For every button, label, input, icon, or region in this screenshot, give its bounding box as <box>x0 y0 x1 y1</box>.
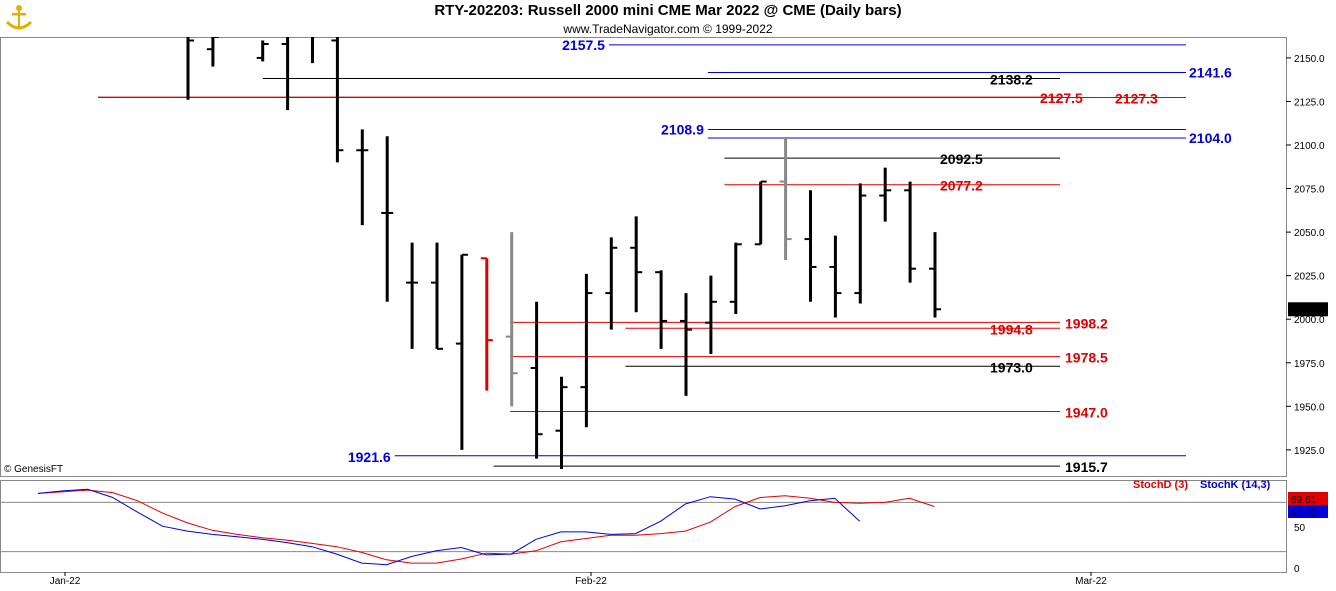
level-label: 2092.5 <box>940 151 983 167</box>
level-label: 2104.0 <box>1189 130 1232 146</box>
trade-navigator-logo <box>4 2 34 34</box>
y-tick-label: 2100.0 <box>1294 141 1325 152</box>
last-price-label: 2005.7 <box>1291 305 1322 316</box>
level-label: 1998.2 <box>1065 315 1108 331</box>
level-label: 1973.0 <box>990 359 1033 375</box>
x-tick-label: Jan-22 <box>50 576 81 587</box>
legend-stochd: StochD (3) <box>1133 479 1188 491</box>
level-label: 2141.6 <box>1189 65 1232 81</box>
level-label: 2138.2 <box>990 71 1033 87</box>
chart-subtitle: www.TradeNavigator.com © 1999-2022 <box>563 22 773 36</box>
ind-y-tick-label: 0 <box>1294 564 1300 575</box>
stoch-value-box <box>1288 505 1328 518</box>
x-tick-label: Feb-22 <box>575 576 607 587</box>
level-label: 1915.7 <box>1065 459 1108 475</box>
ind-y-tick-label: 50 <box>1294 523 1306 534</box>
stoch-series-line <box>37 488 861 566</box>
level-label: 1947.0 <box>1065 405 1108 421</box>
level-label: 2127.3 <box>1115 90 1158 106</box>
level-label: 1994.8 <box>990 321 1033 337</box>
y-tick-label: 2150.0 <box>1294 54 1325 65</box>
ohlc-bars <box>186 37 941 470</box>
stoch-value-label: 69.61 <box>1291 495 1316 506</box>
legend-stochk: StochK (14,3) <box>1200 479 1271 491</box>
x-tick-label: Mar-22 <box>1075 576 1107 587</box>
y-tick-label: 2125.0 <box>1294 97 1325 108</box>
last-price-box <box>1288 302 1328 317</box>
y-tick-label: 2075.0 <box>1294 185 1325 196</box>
genesis-watermark: © GenesisFT <box>4 464 63 475</box>
indicator-panel-frame <box>0 480 1287 573</box>
level-label: 2077.2 <box>940 178 983 194</box>
y-tick-label: 1975.0 <box>1294 359 1325 370</box>
y-tick-label: 2050.0 <box>1294 228 1325 239</box>
level-label: 2157.5 <box>562 37 605 53</box>
stoch-series-line <box>37 489 935 564</box>
level-label: 1921.6 <box>348 449 391 465</box>
y-tick-label: 1950.0 <box>1294 402 1325 413</box>
price-panel-frame <box>0 37 1287 477</box>
y-tick-label: 2000.0 <box>1294 315 1325 326</box>
stoch-value-label: 57.70 <box>1291 508 1316 519</box>
level-label: 2108.9 <box>661 122 704 138</box>
level-label: 2127.5 <box>1040 90 1083 106</box>
y-tick-label: 2025.0 <box>1294 272 1325 283</box>
level-label: 1978.5 <box>1065 350 1108 366</box>
y-tick-label: 1925.0 <box>1294 446 1325 457</box>
stoch-value-box <box>1288 492 1328 505</box>
chart-title: RTY-202203: Russell 2000 mini CME Mar 20… <box>434 2 902 19</box>
